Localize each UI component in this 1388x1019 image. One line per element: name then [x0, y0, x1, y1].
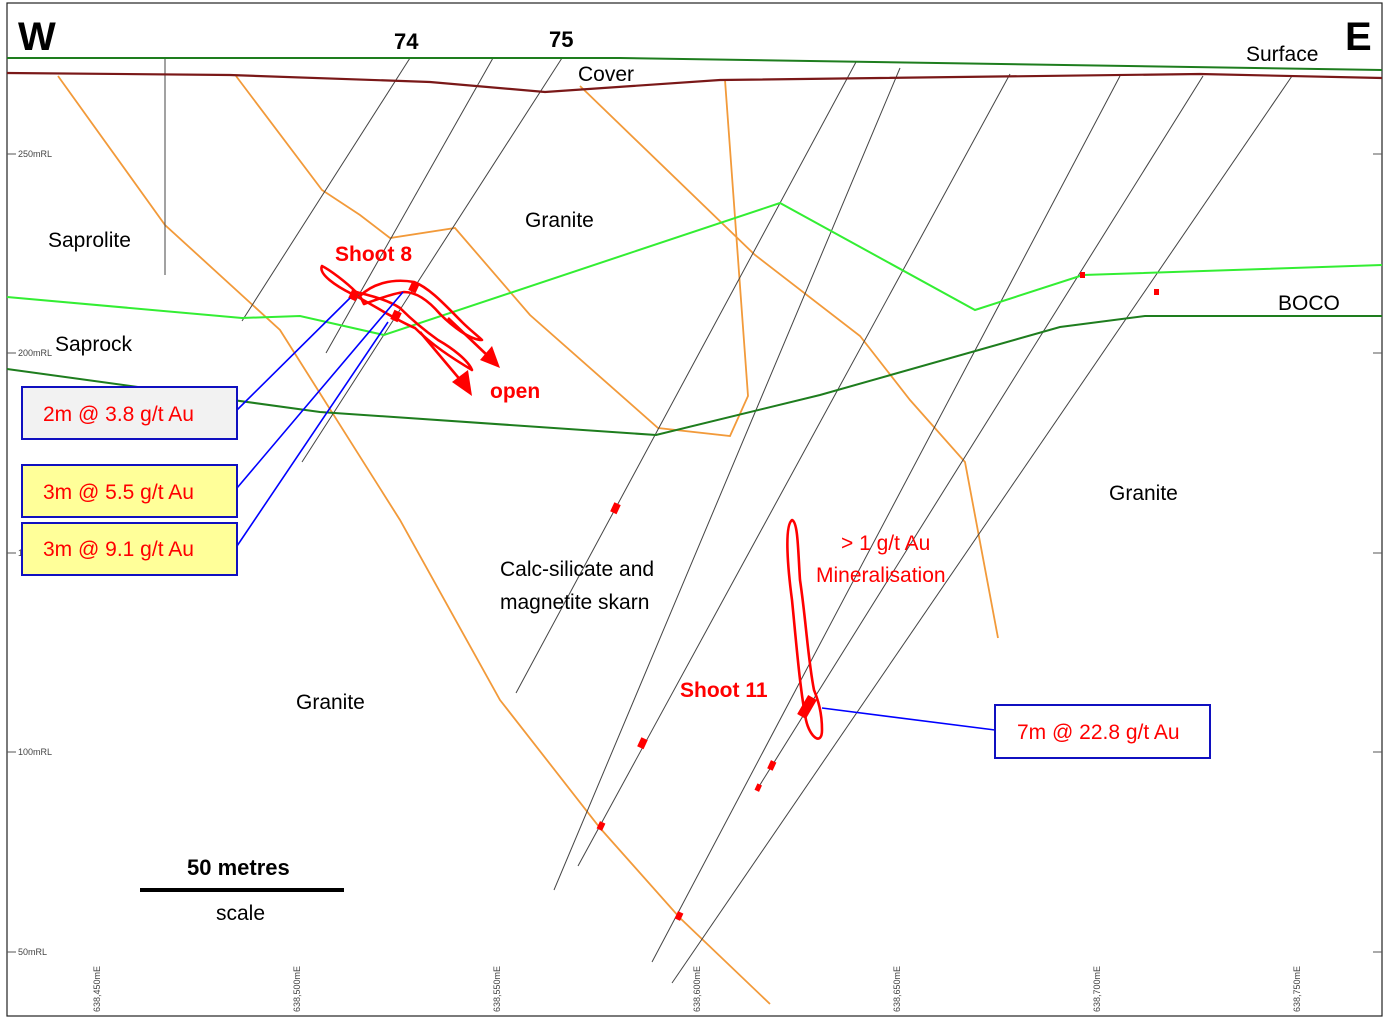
granite-lower-label: Granite: [296, 691, 365, 714]
drillhole-h: [672, 76, 1292, 983]
cover-base-line: [7, 73, 1382, 92]
assay-hit: [1080, 272, 1085, 278]
saprock-label: Saprock: [55, 333, 133, 356]
rl-label-200: 200mRL: [18, 348, 52, 358]
easting-label-500: 638,500mE: [292, 966, 302, 1012]
shoot-8-upper-limb: [360, 281, 482, 340]
assay-hit: [767, 760, 776, 771]
easting-label-700: 638,700mE: [1092, 966, 1102, 1012]
easting-axis: 638,450mE 638,500mE 638,550mE 638,600mE …: [92, 966, 1302, 1012]
intercept-box-2: 3m @ 5.5 g/t Au: [22, 465, 237, 517]
drillhole-74-label: 74: [394, 29, 419, 54]
intercept-box-4: 7m @ 22.8 g/t Au: [995, 705, 1210, 758]
shoot-11-label: Shoot 11: [680, 679, 768, 702]
mineralisation-label-line-1: > 1 g/t Au: [841, 532, 930, 555]
open-arrow-2-head: [480, 346, 500, 368]
assay-hit: [797, 695, 817, 719]
rl-label-100: 100mRL: [18, 747, 52, 757]
assay-hit: [637, 737, 648, 749]
compass-west: W: [18, 15, 56, 59]
open-arrow-1-shaft: [420, 332, 462, 382]
shoot-8-label: Shoot 8: [335, 243, 412, 266]
assay-hit: [610, 502, 621, 514]
surface-label: Surface: [1246, 43, 1318, 66]
easting-label-750: 638,750mE: [1292, 966, 1302, 1012]
drillhole-d: [554, 68, 900, 890]
intercept-box-3: 3m @ 9.1 g/t Au: [22, 523, 237, 575]
intercept-box-1: 2m @ 3.8 g/t Au: [22, 387, 237, 439]
granite-right-label: Granite: [1109, 482, 1178, 505]
boco-label: BOCO: [1278, 292, 1340, 315]
intercept-label: 2m @ 3.8 g/t Au: [43, 403, 194, 426]
drillhole-75-a: [326, 58, 493, 353]
assay-hit: [348, 289, 359, 301]
easting-label-550: 638,550mE: [492, 966, 502, 1012]
intercept-label: 3m @ 9.1 g/t Au: [43, 538, 194, 561]
scale-word-label: scale: [216, 902, 265, 925]
granite-upper-label: Granite: [525, 209, 594, 232]
surface-line: [7, 58, 1382, 70]
saprolite-label: Saprolite: [48, 229, 131, 252]
drillhole-g: [758, 76, 1203, 788]
scale-length-label: 50 metres: [187, 855, 290, 880]
intercept-label: 3m @ 5.5 g/t Au: [43, 481, 194, 504]
drillhole-75-label: 75: [549, 27, 573, 52]
rl-label-50: 50mRL: [18, 947, 47, 957]
leader-line-3: [237, 322, 388, 546]
intercept-label: 7m @ 22.8 g/t Au: [1017, 721, 1180, 744]
cover-label: Cover: [578, 63, 634, 86]
easting-label-650: 638,650mE: [892, 966, 902, 1012]
calc-silicate-label-line-1: Calc-silicate and: [500, 558, 654, 581]
mineralisation-label-line-2: Mineralisation: [816, 564, 946, 587]
scale-bar: 50 metres scale: [140, 855, 344, 925]
easting-label-600: 638,600mE: [692, 966, 702, 1012]
drill-holes: [165, 58, 1292, 983]
rl-label-250: 250mRL: [18, 149, 52, 159]
open-label: open: [490, 380, 540, 403]
easting-label-450: 638,450mE: [92, 966, 102, 1012]
drillhole-f: [652, 76, 1120, 962]
assay-hit: [754, 783, 761, 791]
leader-line-4: [822, 708, 995, 730]
assay-hit: [1154, 289, 1159, 295]
compass-east: E: [1345, 15, 1372, 59]
calc-silicate-label-line-2: magnetite skarn: [500, 591, 649, 614]
leader-line-1: [237, 298, 350, 410]
